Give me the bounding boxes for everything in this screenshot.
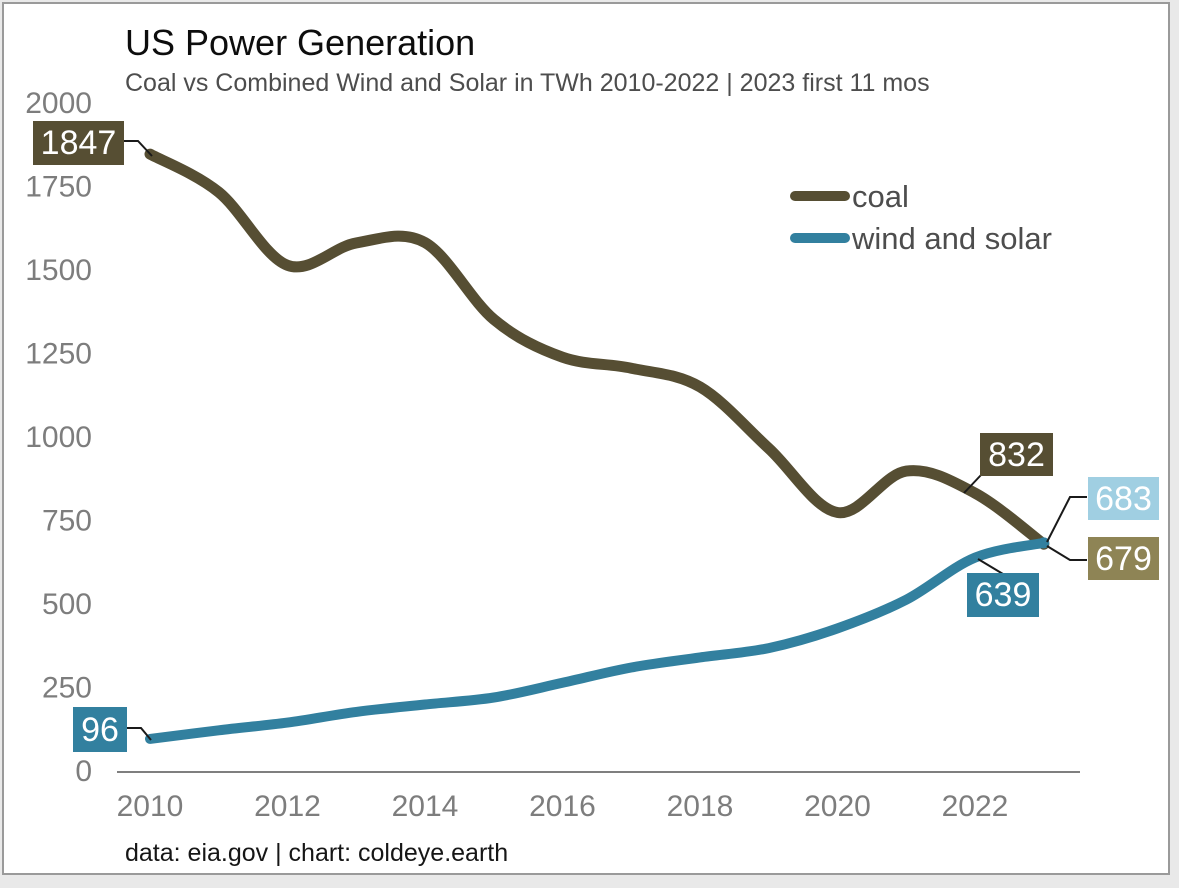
callout-connector-line — [1046, 545, 1087, 561]
source-credit: data: eia.gov | chart: coldeye.earth — [125, 839, 509, 867]
callout-connector-line — [1046, 496, 1087, 543]
wind-and-solar-line — [145, 537, 1049, 744]
y-tick-label: 1250 — [25, 338, 92, 371]
y-tick-label: 1500 — [25, 254, 92, 287]
x-tick-label: 2010 — [117, 790, 184, 823]
data-label-coal-2010: 1847 — [33, 121, 124, 165]
callout-connector-line — [963, 474, 982, 494]
callout-connector-line — [127, 727, 152, 741]
x-tick-label: 2014 — [392, 790, 459, 823]
legend-label-coal: coal — [852, 178, 909, 214]
chart-title: US Power Generation — [125, 22, 476, 63]
y-tick-label: 1000 — [25, 421, 92, 454]
data-label-wind-and-solar-2010: 96 — [73, 707, 127, 752]
y-tick-label: 500 — [42, 588, 92, 621]
callout-connector-line — [124, 140, 153, 157]
wind-and-solar-line-swatch — [790, 233, 850, 243]
coal-line — [144, 148, 1050, 550]
legend: coal wind and solar — [790, 175, 1052, 259]
data-label-coal-2023: 679 — [1088, 537, 1159, 580]
y-tick-label: 0 — [75, 755, 92, 788]
chart-subtitle: Coal vs Combined Wind and Solar in TWh 2… — [125, 69, 930, 97]
data-label-coal-2022: 832 — [980, 433, 1053, 476]
y-tick-label: 2000 — [25, 87, 92, 120]
y-tick-label: 1750 — [25, 171, 92, 204]
x-tick-label: 2022 — [942, 790, 1009, 823]
x-tick-label: 2016 — [529, 790, 596, 823]
callout-connector-line — [977, 558, 1004, 575]
line-endpoint-dot — [1038, 537, 1050, 549]
legend-item-coal: coal — [790, 175, 1052, 217]
legend-item-wind-and-solar: wind and solar — [790, 217, 1052, 259]
x-tick-label: 2012 — [254, 790, 321, 823]
x-tick-label: 2018 — [667, 790, 734, 823]
y-tick-label: 750 — [42, 505, 92, 538]
coal-line-swatch — [790, 191, 850, 201]
y-tick-label: 250 — [42, 672, 92, 705]
data-label-wind-and-solar-2022: 639 — [967, 573, 1039, 617]
x-tick-label: 2020 — [804, 790, 871, 823]
legend-label-wind-and-solar: wind and solar — [852, 220, 1052, 256]
data-label-wind-and-solar-2023: 683 — [1088, 477, 1159, 520]
